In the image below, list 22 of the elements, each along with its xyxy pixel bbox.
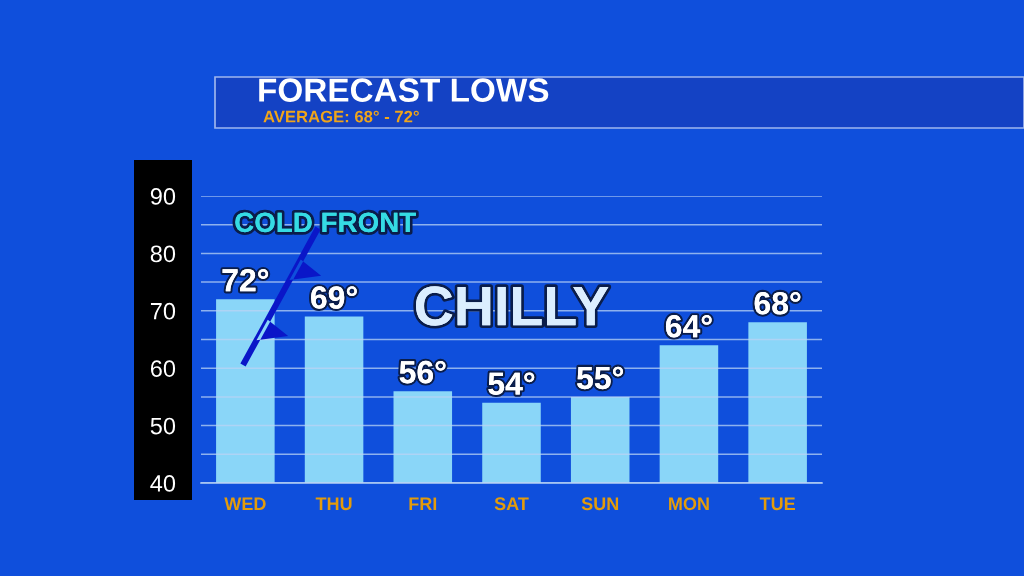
x-tick-label: SUN xyxy=(581,497,619,511)
x-tick-label: THU xyxy=(315,497,352,511)
data-label: 54° xyxy=(488,372,535,395)
x-tick-label: SAT xyxy=(494,497,529,511)
y-tick-label: 60 xyxy=(150,360,176,377)
data-label: 56° xyxy=(399,360,446,384)
x-tick-label: TUE xyxy=(759,497,795,511)
x-tick-label: MON xyxy=(669,497,709,511)
y-tick-label: 90 xyxy=(150,188,176,205)
data-label: 64° xyxy=(665,314,712,338)
x-tick-label: WED xyxy=(224,497,266,510)
data-label: 69° xyxy=(311,286,357,309)
data-label: 68° xyxy=(754,291,801,315)
data-label: 72° xyxy=(222,269,269,292)
y-tick-label: 80 xyxy=(150,245,176,263)
x-tick-label: FRI xyxy=(409,497,437,510)
y-tick-label: 70 xyxy=(150,302,176,320)
chart-title: FORECAST LOWS xyxy=(259,78,549,102)
y-tick-label: 40 xyxy=(150,475,176,492)
y-tick-label: 50 xyxy=(150,417,176,435)
data-label: 55° xyxy=(577,366,623,390)
chart-subtitle: AVERAGE: 68° - 72° xyxy=(263,110,419,123)
